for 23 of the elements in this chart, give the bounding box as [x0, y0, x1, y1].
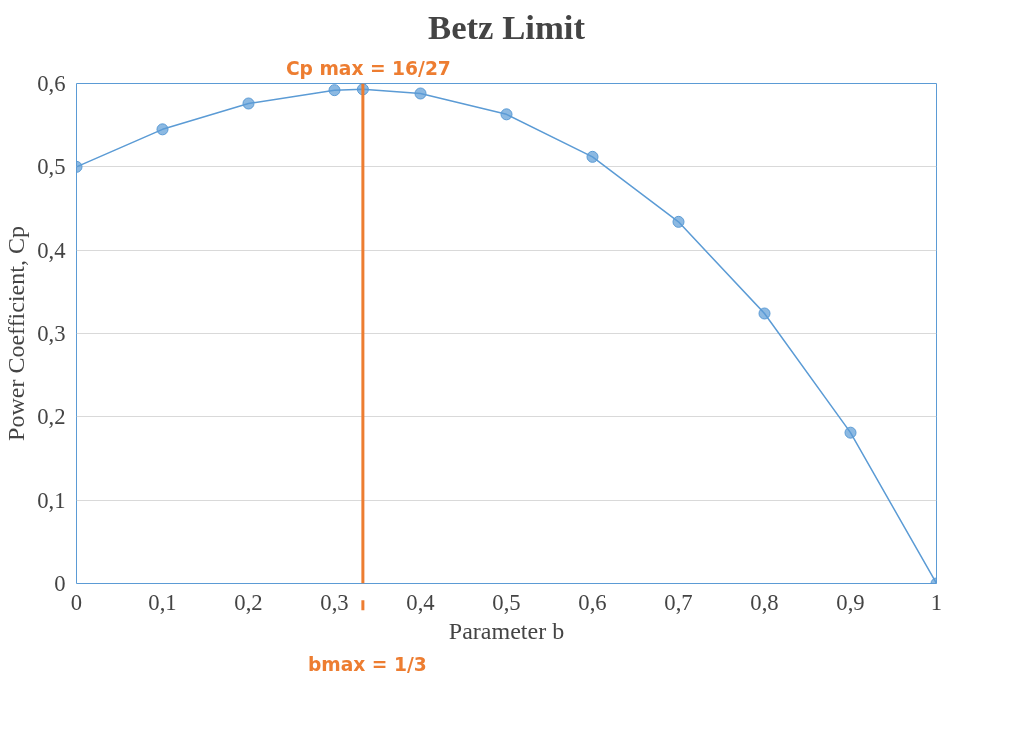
y-tick-label: 0: [54, 571, 66, 596]
x-axis-title: Parameter b: [448, 617, 565, 644]
y-tick-label: 0,1: [37, 487, 66, 513]
x-tick-label: 0,3: [320, 589, 349, 615]
y-tick-label: 0,6: [37, 71, 66, 96]
y-tick-label: 0,2: [37, 404, 66, 430]
y-tick-label: 0,3: [37, 321, 66, 346]
x-tick-label: 0,7: [664, 589, 693, 615]
x-tick-label: 0,6: [578, 589, 607, 615]
text: bmax = 1/3: [307, 653, 427, 675]
x-tick-label: 0,4: [406, 589, 435, 615]
x-tick-label: 0,1: [148, 589, 177, 615]
x-tick-label: 0,9: [836, 589, 865, 615]
x-tick-label: 0,8: [750, 589, 779, 615]
text: Cp max = 16/27: [285, 57, 451, 79]
y-tick-label: 0,5: [37, 154, 66, 180]
chart-title: Betz Limit: [428, 7, 586, 46]
y-axis-title: Power Coefficient, Cp: [3, 226, 30, 441]
x-tick-label: 0,5: [492, 589, 521, 615]
y-tick-label: 0,4: [37, 237, 66, 263]
x-tick-label: 0,2: [234, 589, 263, 615]
x-tick-label: 1: [930, 589, 943, 615]
x-tick-label: 0: [70, 589, 83, 615]
